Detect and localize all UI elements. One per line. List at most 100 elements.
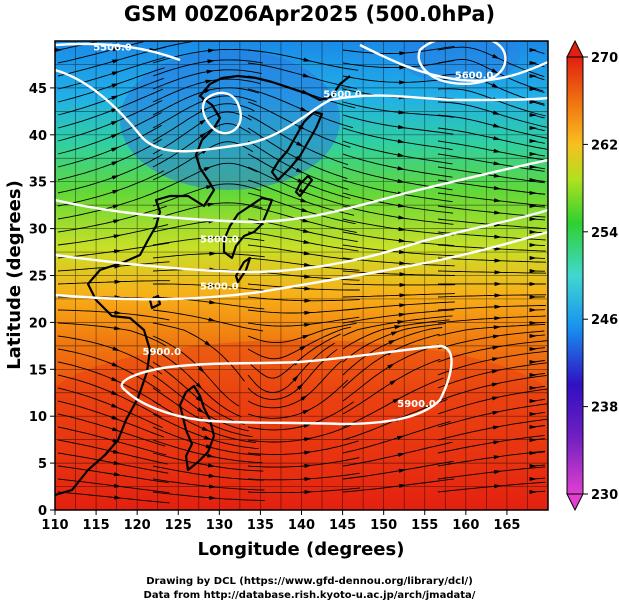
streamline-arrowhead <box>390 331 399 336</box>
streamline-arrowhead <box>493 136 501 141</box>
streamline <box>247 379 349 419</box>
streamline-arrowhead <box>494 281 502 286</box>
streamline-arrowhead <box>208 317 216 322</box>
streamline-arrowhead <box>303 251 312 256</box>
streamline <box>342 377 444 428</box>
streamline-arrowhead <box>209 300 217 305</box>
streamline-arrowhead <box>399 303 407 308</box>
streamline-arrowhead <box>303 437 312 442</box>
streamline <box>57 56 166 90</box>
streamline-arrowhead <box>111 175 120 180</box>
x-tick-label: 145 <box>329 518 356 533</box>
streamline-arrowhead <box>111 362 120 367</box>
streamline-arrowhead <box>492 410 501 415</box>
streamline-arrowhead <box>493 161 502 166</box>
streamline <box>247 283 360 291</box>
streamline-arrowhead <box>529 216 537 222</box>
streamline-arrowhead <box>399 261 407 266</box>
streamline-arrowhead <box>529 125 537 131</box>
streamline-arrowhead <box>529 112 537 118</box>
streamline-arrowhead <box>399 51 407 56</box>
streamline-arrowhead <box>207 463 216 468</box>
streamline <box>57 322 167 347</box>
streamline-arrowhead <box>304 476 312 482</box>
streamline <box>532 49 545 55</box>
streamline <box>342 140 453 165</box>
streamline <box>342 315 453 337</box>
streamline <box>247 401 354 431</box>
streamline-arrowhead <box>304 310 312 315</box>
streamline-arrowhead <box>529 385 537 391</box>
streamline-arrowhead <box>296 383 304 390</box>
streamline <box>342 309 455 324</box>
streamline-arrowhead <box>398 249 407 255</box>
streamline-arrowhead <box>492 53 500 59</box>
streamline-arrowhead <box>299 345 307 351</box>
streamline-arrowhead <box>111 147 119 152</box>
streamline <box>247 140 349 190</box>
y-tick-label: 25 <box>29 270 47 285</box>
streamline <box>57 309 170 321</box>
streamline-arrowhead <box>303 262 312 267</box>
plot-area: 5500.0 5600.0 5600.0 5800.0 5800.0 5900.0 5900… <box>55 41 548 510</box>
colorbar-tick-label: 262 <box>591 138 618 153</box>
streamline-arrowhead <box>114 495 122 500</box>
streamline <box>247 49 359 71</box>
streamline-arrowhead <box>494 293 502 298</box>
streamline <box>437 127 548 150</box>
streamline-arrowhead <box>493 325 502 330</box>
streamline-arrowhead <box>111 415 120 420</box>
colorbar-tick-label: 230 <box>591 488 618 503</box>
streamline-arrowhead <box>493 148 502 153</box>
streamline-arrowhead <box>114 279 122 284</box>
streamline <box>437 324 546 337</box>
streamline <box>57 187 166 220</box>
streamline <box>57 452 169 474</box>
streamline-arrowhead <box>207 59 215 64</box>
streamline <box>342 344 439 402</box>
streamline <box>437 466 546 480</box>
streamline-arrowhead <box>304 490 312 495</box>
streamline <box>437 59 544 92</box>
streamline-arrowhead <box>491 357 500 362</box>
y-tick-label: 5 <box>38 457 47 472</box>
streamline-arrowhead <box>529 164 537 170</box>
streamline-arrowhead <box>399 272 407 277</box>
streamline-arrowhead <box>112 59 120 64</box>
streamline <box>247 348 338 400</box>
streamline <box>57 478 170 494</box>
streamline <box>437 418 548 441</box>
streamline <box>342 127 453 151</box>
contour-label: 5800.0 <box>200 235 239 246</box>
x-tick-label: 160 <box>452 518 479 533</box>
streamline <box>342 179 453 203</box>
streamline-arrowhead <box>529 437 537 443</box>
y-tick-label: 40 <box>29 129 47 144</box>
streamline <box>532 75 545 81</box>
streamline-arrowhead <box>303 239 311 244</box>
streamline <box>247 333 341 379</box>
streamline-arrowhead <box>209 251 217 256</box>
streamline-arrowhead <box>399 65 407 70</box>
streamline-arrowhead <box>197 366 205 373</box>
streamline-arrowhead <box>205 79 213 84</box>
streamline-arrowhead <box>110 390 119 396</box>
streamline <box>342 270 455 276</box>
contour-label: 5900.0 <box>143 347 182 358</box>
streamline <box>342 46 455 54</box>
streamline-arrowhead <box>111 83 120 88</box>
streamline-arrowhead <box>203 435 212 440</box>
streamline-arrowhead <box>204 340 212 347</box>
streamline-arrowhead <box>300 106 308 112</box>
streamline <box>342 333 440 389</box>
streamline <box>57 41 144 64</box>
streamline-arrowhead <box>529 450 537 456</box>
streamline <box>152 413 259 450</box>
streamline-arrowhead <box>111 427 120 432</box>
streamline-arrowhead <box>394 325 402 330</box>
streamline-arrowhead <box>493 198 502 203</box>
coastline <box>55 74 351 497</box>
streamline <box>57 374 162 418</box>
streamline <box>152 374 249 432</box>
streamline-arrowhead <box>111 403 119 409</box>
